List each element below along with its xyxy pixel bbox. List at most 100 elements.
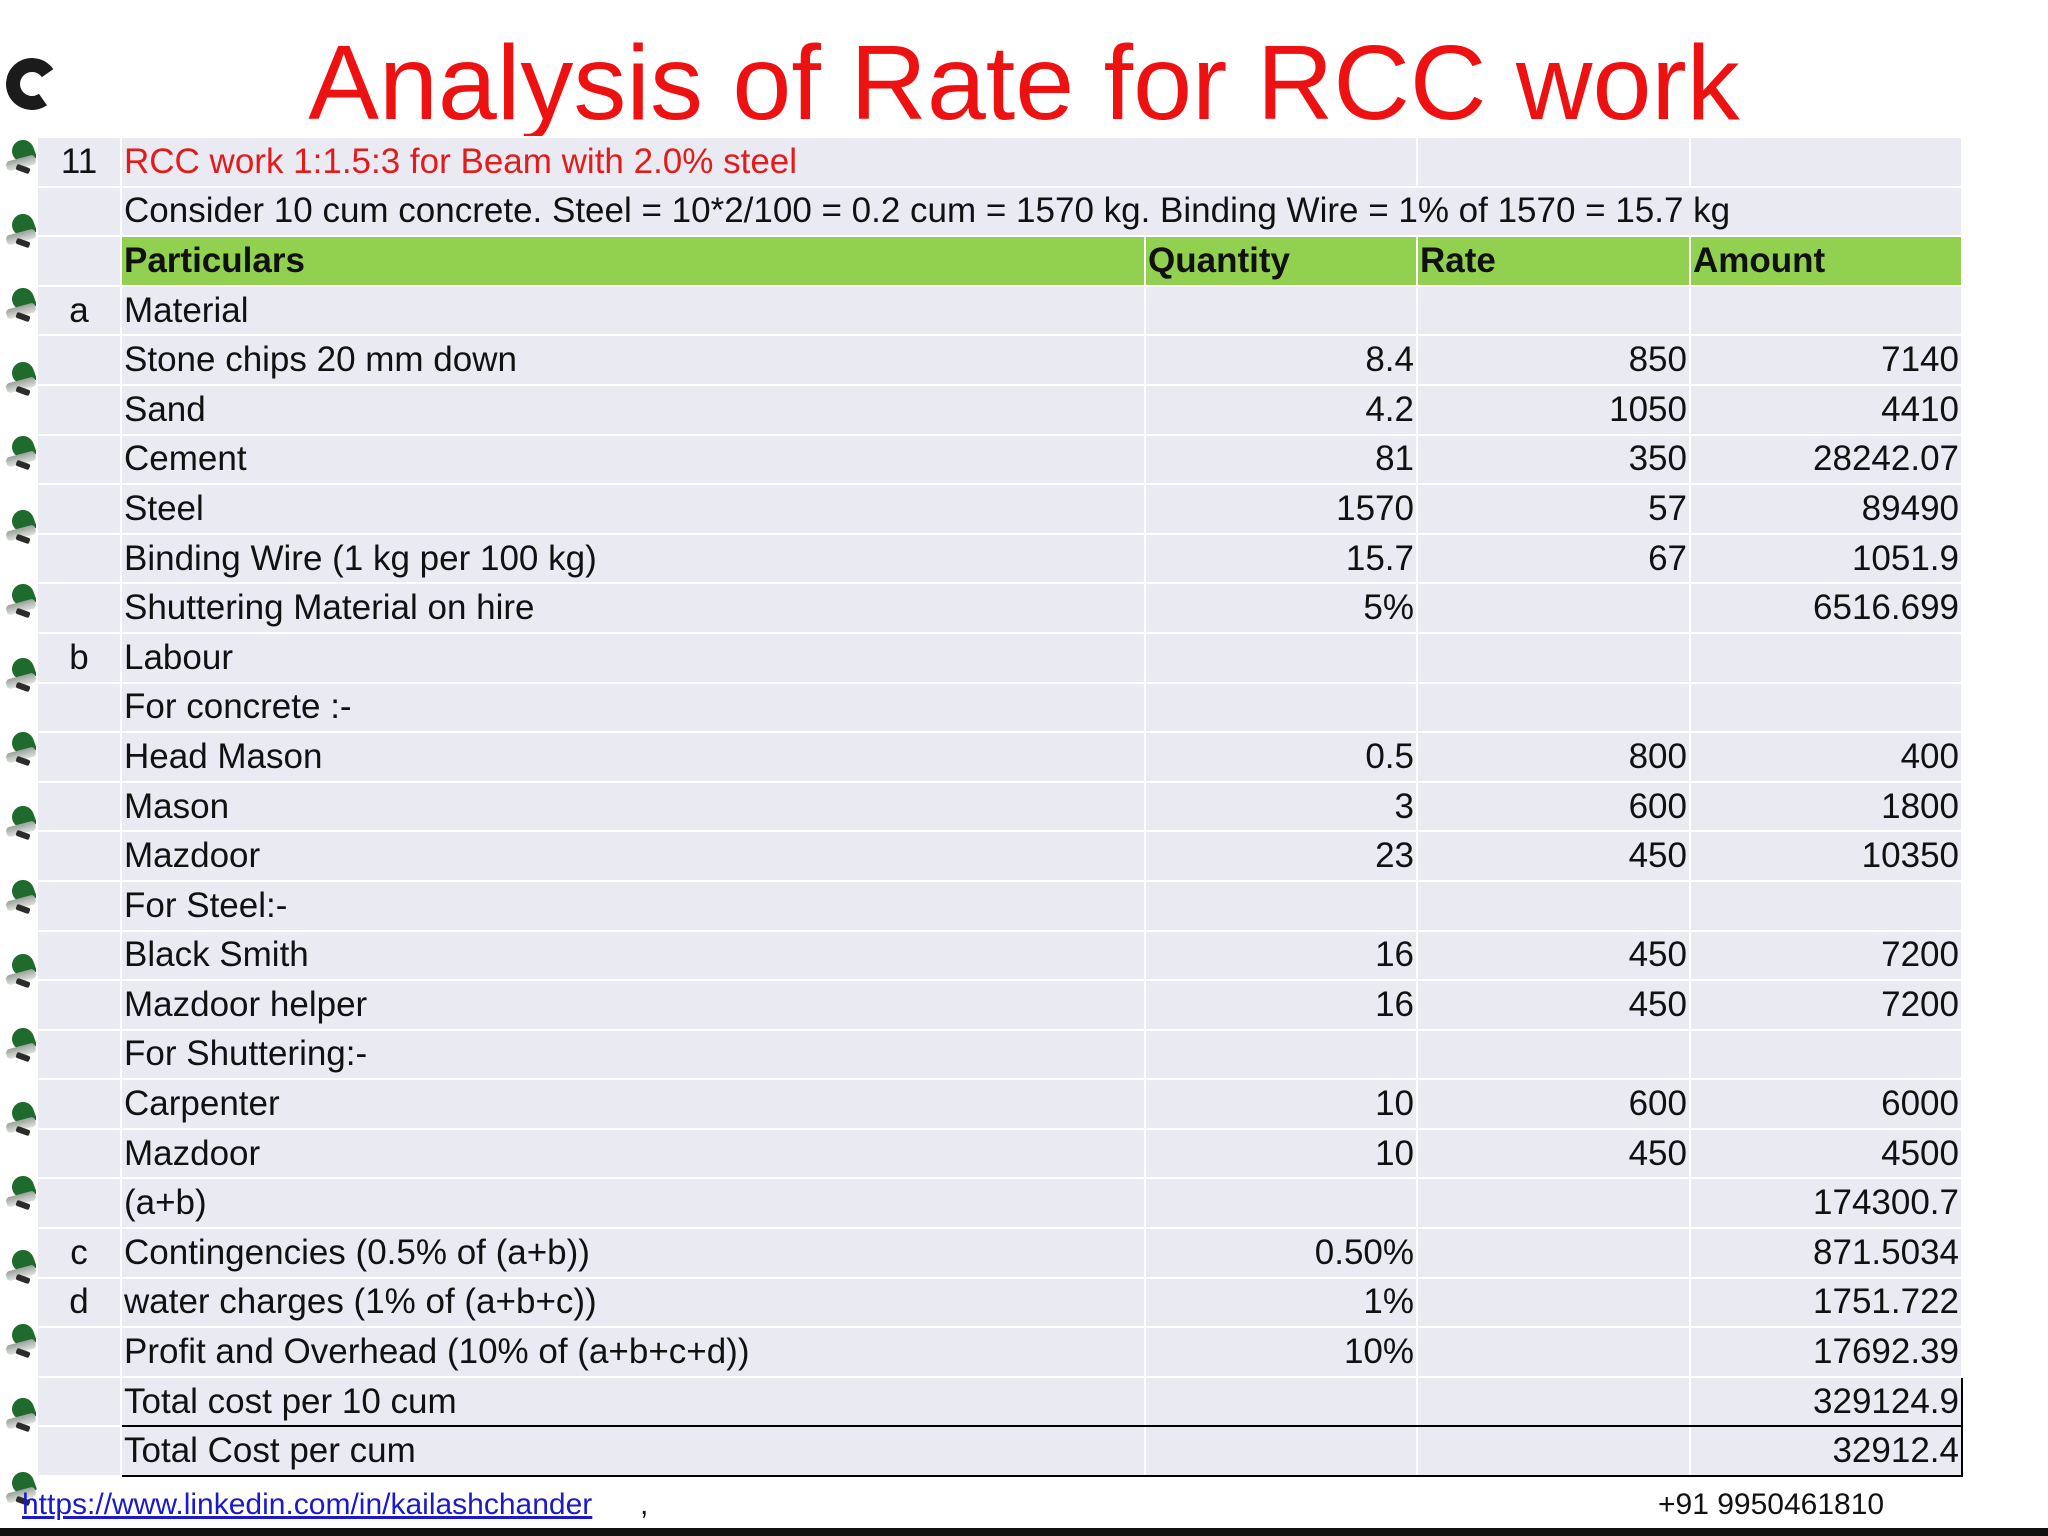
row-rate [1416,1276,1691,1329]
row-amount: 871.5034 [1689,1227,1963,1279]
row-amount: 400 [1689,731,1963,783]
binder-ring-icon [5,432,38,471]
row-rate: 450 [1416,830,1691,882]
row-amount: 89490 [1689,483,1963,535]
binder-ring-icon [5,654,38,693]
row-rate: 57 [1416,483,1691,535]
table-row: c Contingencies (0.5% of (a+b)) 0.50% 871.5… [36,1227,1963,1279]
table-row: Mazdoor helper 16 450 7200 [36,979,1963,1031]
row-label [36,1177,122,1230]
row-label [36,433,122,486]
empty-cell [1416,1375,1691,1428]
row-particulars: Cement [120,433,1146,486]
table-row: b Labour [36,631,1963,684]
binder-ring-icon [5,1246,38,1285]
row-amount: 7200 [1689,929,1963,982]
row-rate [1416,1227,1691,1279]
row-rate: 450 [1416,929,1691,982]
empty-cell [36,1425,122,1478]
table-row: For Shuttering:- [36,1028,1963,1081]
row-particulars: Carpenter [120,1078,1146,1130]
row-quantity: 10 [1144,1078,1418,1130]
note-row: Consider 10 cum concrete. Steel = 10*2/1… [36,185,1963,238]
table-row: Profit and Overhead (10% of (a+b+c+d)) 10… [36,1326,1963,1378]
row-quantity: 0.50% [1144,1227,1418,1279]
row-amount: 6000 [1689,1078,1963,1130]
row-label [36,1326,122,1378]
linkedin-link[interactable]: https://www.linkedin.com/in/kailashchand… [22,1488,593,1521]
row-amount [1689,284,1963,337]
row-rate [1416,284,1691,337]
row-amount: 1051.9 [1689,532,1963,585]
row-rate [1416,879,1691,932]
row-label [36,1028,122,1081]
row-particulars: Mason [120,780,1146,833]
row-label [36,879,122,932]
table-row: Steel 1570 57 89490 [36,483,1963,535]
row-quantity: 23 [1144,830,1418,882]
row-amount: 1800 [1689,780,1963,833]
row-quantity [1144,1177,1418,1230]
row-quantity: 8.4 [1144,334,1418,386]
row-particulars: Sand [120,383,1146,436]
binder-ring-icon [5,802,38,841]
binder-ring-icon [5,876,38,915]
row-rate [1416,631,1691,684]
empty-cell [1416,1425,1691,1478]
row-rate [1416,582,1691,634]
row-particulars: Contingencies (0.5% of (a+b)) [120,1227,1146,1279]
row-rate: 450 [1416,1127,1691,1180]
row-amount: 174300.7 [1689,1177,1963,1230]
table-row: Black Smith 16 450 7200 [36,929,1963,982]
row-label [36,532,122,585]
row-quantity [1144,284,1418,337]
binder-decoration [0,0,40,1536]
row-quantity [1144,879,1418,932]
total-amount: 32912.4 [1689,1425,1963,1478]
binder-ring-icon [5,506,38,545]
table-row: Stone chips 20 mm down 8.4 850 7140 [36,334,1963,386]
header-row: Particulars Quantity Rate Amount [36,235,1963,287]
row-label [36,780,122,833]
row-rate [1416,681,1691,734]
binder-ring-icon [5,950,38,989]
item-description: RCC work 1:1.5:3 for Beam with 2.0% stee… [120,136,1418,188]
row-particulars: Stone chips 20 mm down [120,334,1146,386]
binder-ring-icon [5,1098,38,1137]
row-label [36,929,122,982]
total-particulars: Total cost per 10 cum [120,1375,1146,1428]
item-number: 11 [36,136,122,188]
table-row: Mazdoor 23 450 10350 [36,830,1963,882]
table-row: Mason 3 600 1800 [36,780,1963,833]
row-amount [1689,879,1963,932]
table-row: Mazdoor 10 450 4500 [36,1127,1963,1180]
row-quantity: 1570 [1144,483,1418,535]
table-row: (a+b) 174300.7 [36,1177,1963,1230]
row-label [36,681,122,734]
row-quantity: 3 [1144,780,1418,833]
row-label [36,1127,122,1180]
row-particulars: Steel [120,483,1146,535]
row-particulars: Mazdoor helper [120,979,1146,1031]
row-quantity: 1% [1144,1276,1418,1329]
footer-phone: +91 9950461810 [1658,1488,1885,1521]
row-label: b [36,631,122,684]
row-particulars: Black Smith [120,929,1146,982]
item-row: 11 RCC work 1:1.5:3 for Beam with 2.0% s… [36,136,1963,188]
row-quantity [1144,631,1418,684]
empty-cell [1144,1375,1418,1428]
header-particulars: Particulars [120,235,1146,287]
row-quantity: 5% [1144,582,1418,634]
row-quantity: 10 [1144,1127,1418,1180]
table-row: a Material [36,284,1963,337]
binder-ring-icon [5,358,38,397]
binder-ring-icon [5,580,38,619]
row-amount [1689,631,1963,684]
row-amount: 7200 [1689,979,1963,1031]
row-label: d [36,1276,122,1329]
row-quantity: 16 [1144,929,1418,982]
header-quantity: Quantity [1144,235,1418,287]
row-label [36,979,122,1031]
row-particulars: For concrete :- [120,681,1146,734]
row-quantity: 4.2 [1144,383,1418,436]
